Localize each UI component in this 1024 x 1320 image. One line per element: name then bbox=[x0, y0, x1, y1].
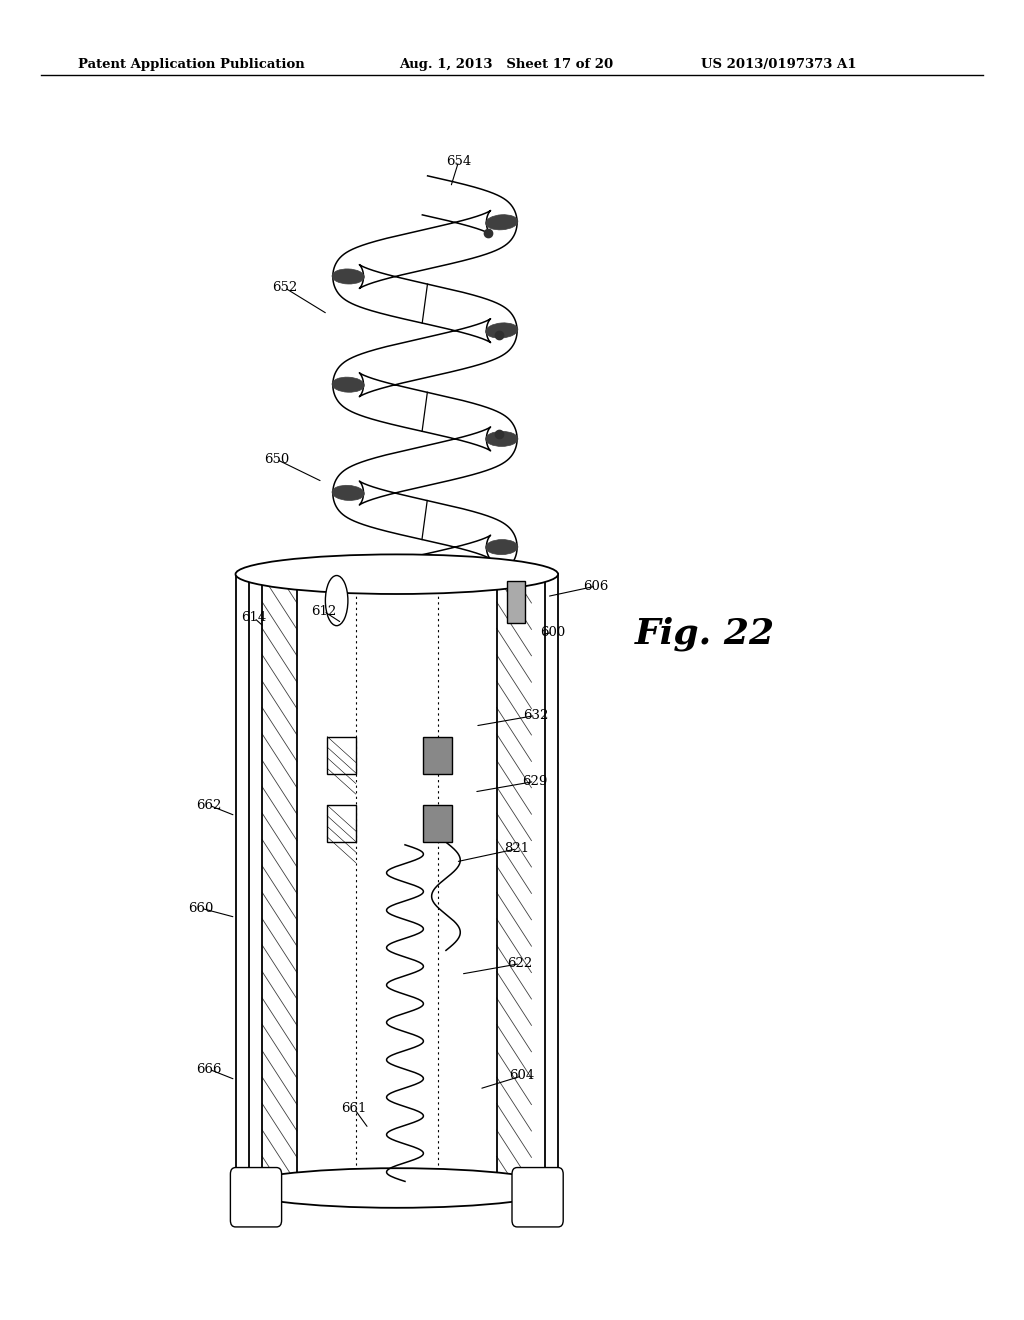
Text: 629: 629 bbox=[522, 775, 547, 788]
Text: Patent Application Publication: Patent Application Publication bbox=[78, 58, 304, 71]
Text: 666: 666 bbox=[197, 1063, 221, 1076]
Ellipse shape bbox=[326, 576, 348, 626]
Ellipse shape bbox=[332, 378, 365, 392]
Text: 660: 660 bbox=[188, 902, 213, 915]
Polygon shape bbox=[236, 574, 558, 1188]
Ellipse shape bbox=[485, 215, 518, 230]
Text: 821: 821 bbox=[505, 842, 529, 855]
Text: 622: 622 bbox=[508, 957, 532, 970]
Text: 614: 614 bbox=[242, 611, 266, 624]
Text: Fig. 22: Fig. 22 bbox=[635, 616, 775, 651]
Polygon shape bbox=[333, 176, 517, 594]
Text: 654: 654 bbox=[446, 154, 471, 168]
Text: 632: 632 bbox=[523, 709, 548, 722]
Ellipse shape bbox=[332, 269, 365, 284]
Text: 661: 661 bbox=[342, 1102, 367, 1115]
Ellipse shape bbox=[236, 554, 558, 594]
FancyBboxPatch shape bbox=[230, 1168, 282, 1228]
Text: Aug. 1, 2013   Sheet 17 of 20: Aug. 1, 2013 Sheet 17 of 20 bbox=[399, 58, 613, 71]
Text: 650: 650 bbox=[264, 453, 289, 466]
Ellipse shape bbox=[332, 486, 365, 500]
Text: 652: 652 bbox=[272, 281, 297, 294]
Bar bbox=[328, 805, 356, 842]
Ellipse shape bbox=[485, 323, 518, 338]
Text: 606: 606 bbox=[584, 579, 608, 593]
Bar bbox=[424, 737, 453, 774]
Text: 604: 604 bbox=[510, 1069, 535, 1082]
Text: 612: 612 bbox=[311, 605, 336, 618]
Bar bbox=[424, 805, 453, 842]
FancyBboxPatch shape bbox=[512, 1168, 563, 1228]
Bar bbox=[507, 581, 525, 623]
Text: 600: 600 bbox=[541, 626, 565, 639]
Ellipse shape bbox=[236, 1168, 558, 1208]
Text: 662: 662 bbox=[197, 799, 221, 812]
Bar bbox=[328, 737, 356, 774]
Ellipse shape bbox=[485, 540, 518, 554]
Ellipse shape bbox=[485, 432, 518, 446]
Text: US 2013/0197373 A1: US 2013/0197373 A1 bbox=[701, 58, 857, 71]
